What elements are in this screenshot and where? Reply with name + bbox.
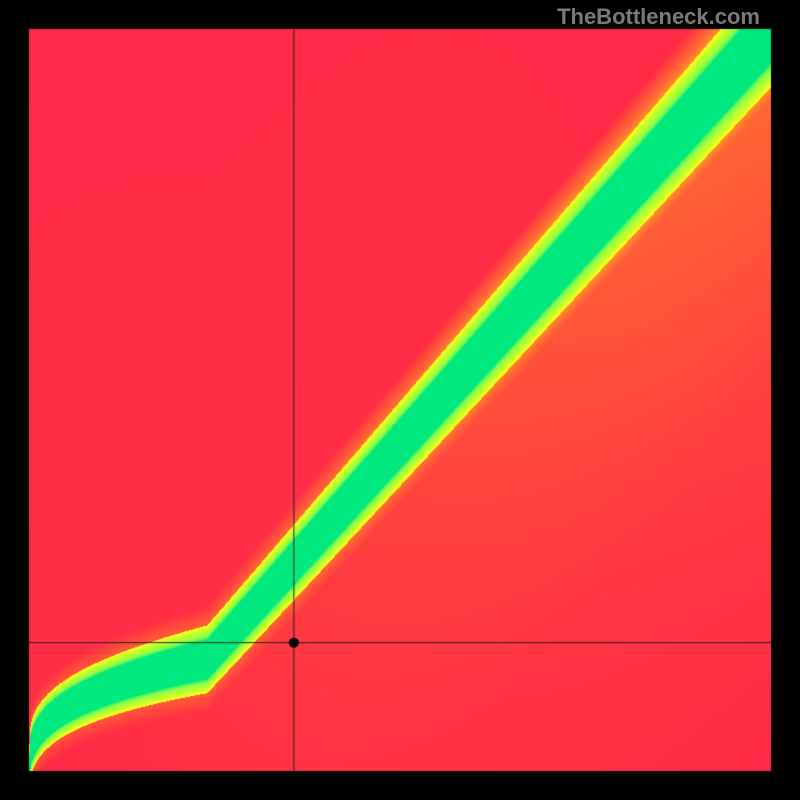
watermark-text: TheBottleneck.com [557,4,760,30]
bottleneck-heatmap-container: TheBottleneck.com [0,0,800,800]
heatmap-canvas [0,0,800,800]
